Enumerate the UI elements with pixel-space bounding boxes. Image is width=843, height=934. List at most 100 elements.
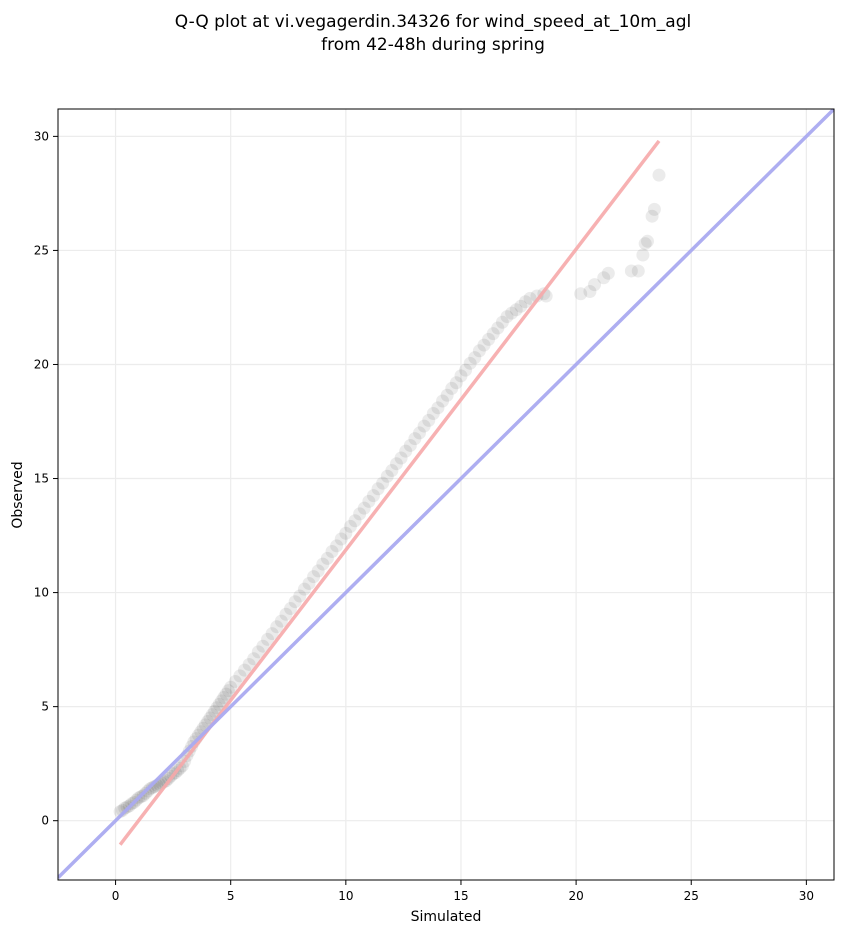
data-point: [357, 501, 371, 515]
data-point: [459, 363, 473, 377]
data-point: [624, 264, 638, 278]
data-point: [530, 289, 544, 303]
data-point: [385, 464, 399, 478]
data-point: [145, 781, 159, 795]
data-point: [118, 801, 132, 815]
y-tick-label: 10: [34, 586, 49, 600]
data-point: [339, 526, 353, 540]
grid-lines: [58, 109, 834, 880]
data-point: [645, 209, 659, 223]
data-point: [210, 701, 224, 715]
y-tick-label: 20: [34, 357, 49, 371]
data-point: [463, 356, 477, 370]
data-point: [574, 287, 588, 301]
data-point: [403, 438, 417, 452]
x-tick-label: 30: [799, 889, 814, 903]
data-point: [343, 519, 357, 533]
x-tick-label: 25: [684, 889, 699, 903]
data-point: [640, 234, 654, 248]
data-point: [311, 564, 325, 578]
data-point: [636, 248, 650, 262]
data-point: [376, 476, 390, 490]
data-point: [486, 327, 500, 341]
data-point: [302, 576, 316, 590]
data-point: [219, 687, 233, 701]
data-point: [652, 168, 666, 182]
y-tick-label: 0: [41, 814, 49, 828]
data-point: [293, 589, 307, 603]
data-point: [601, 266, 615, 280]
data-point: [445, 381, 459, 395]
data-point: [228, 675, 242, 689]
data-point: [426, 407, 440, 421]
data-point: [233, 669, 247, 683]
data-point: [417, 419, 431, 433]
data-point: [334, 532, 348, 546]
data-point: [217, 691, 231, 705]
data-point: [597, 271, 611, 285]
data-point: [307, 570, 321, 584]
data-point: [353, 507, 367, 521]
x-axis-ticks: 0 5 10 15 20 25 30: [112, 880, 814, 903]
data-point: [251, 645, 265, 659]
data-point: [274, 614, 288, 628]
data-point: [297, 582, 311, 596]
data-point: [647, 202, 661, 216]
data-point: [500, 310, 514, 324]
data-point: [408, 432, 422, 446]
data-point: [431, 401, 445, 415]
plot-frame: [57, 108, 835, 881]
chart-title-line-2: from 42-48h during spring: [321, 35, 545, 55]
data-point: [348, 514, 362, 528]
data-point: [491, 321, 505, 335]
data-point: [247, 652, 261, 666]
y-tick-label: 5: [41, 700, 49, 714]
data-point: [362, 494, 376, 508]
data-point: [325, 545, 339, 559]
data-point: [422, 413, 436, 427]
data-point: [399, 444, 413, 458]
y-tick-label: 30: [34, 129, 49, 143]
data-point: [214, 694, 228, 708]
data-point: [436, 394, 450, 408]
reference-line: [58, 109, 834, 879]
data-point: [224, 680, 238, 694]
data-point: [366, 489, 380, 503]
data-point: [330, 539, 344, 553]
data-point: [518, 295, 532, 309]
data-point: [212, 697, 226, 711]
data-point: [238, 663, 252, 677]
y-tick-label: 25: [34, 243, 49, 257]
data-point: [320, 551, 334, 565]
chart-title-line-1: Q-Q plot at vi.vegagerdin.34326 for wind…: [175, 12, 691, 32]
data-point: [316, 557, 330, 571]
data-point: [261, 632, 275, 646]
data-point: [256, 639, 270, 653]
data-point: [371, 482, 385, 496]
data-point: [221, 684, 235, 698]
y-axis-label: Observed: [10, 461, 26, 528]
data-point: [288, 595, 302, 609]
data-point: [588, 278, 602, 292]
x-tick-label: 0: [112, 889, 120, 903]
data-point: [270, 620, 284, 634]
data-point: [380, 469, 394, 483]
data-point: [242, 657, 256, 671]
data-point: [389, 457, 403, 471]
data-point: [440, 388, 454, 402]
x-axis-label: Simulated: [411, 909, 482, 925]
data-point: [509, 303, 523, 317]
data-point: [284, 602, 298, 616]
data-point: [449, 376, 463, 390]
x-tick-label: 10: [338, 889, 353, 903]
data-point: [477, 338, 491, 352]
x-tick-label: 20: [568, 889, 583, 903]
data-point: [505, 306, 519, 320]
data-point: [454, 369, 468, 383]
y-axis-ticks: 0 5 10 15 20 25 30: [34, 129, 58, 828]
data-point: [115, 803, 129, 817]
y-tick-label: 15: [34, 472, 49, 486]
data-point: [468, 351, 482, 365]
data-point: [265, 627, 279, 641]
